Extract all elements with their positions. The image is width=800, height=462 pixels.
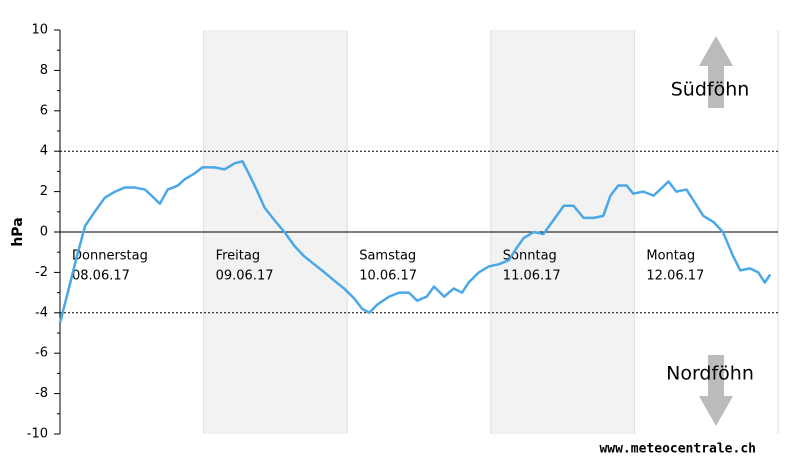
y-axis-label: hPa — [10, 217, 26, 246]
day-weekday: Freitag — [216, 249, 261, 264]
y-tick-label: -4 — [35, 305, 48, 320]
y-tick-label: 2 — [40, 184, 48, 199]
up-arrow — [699, 36, 733, 108]
series-line — [58, 160, 772, 324]
y-tick-label: -6 — [35, 346, 48, 361]
day-weekday: Montag — [646, 249, 695, 264]
y-tick-label: -10 — [27, 427, 48, 442]
y-tick-label: 6 — [40, 103, 48, 118]
upper-annotation: Südföhn — [671, 79, 750, 101]
day-weekday: Donnerstag — [72, 249, 148, 264]
down-arrow — [699, 355, 733, 426]
day-date: 08.06.17 — [72, 269, 130, 284]
y-tick-label: -8 — [35, 386, 48, 401]
y-tick-label: 4 — [40, 144, 48, 159]
y-tick-label: 8 — [40, 63, 48, 78]
day-date: 09.06.17 — [216, 269, 274, 284]
y-tick-label: -2 — [35, 265, 48, 280]
day-date: 12.06.17 — [646, 269, 704, 284]
y-tick-label: 0 — [40, 225, 48, 240]
lower-annotation: Nordföhn — [666, 363, 754, 385]
y-tick-label: 10 — [31, 23, 48, 38]
day-date: 11.06.17 — [503, 269, 561, 284]
day-weekday: Samstag — [359, 249, 416, 264]
day-date: 10.06.17 — [359, 269, 417, 284]
day-weekday: Sonntag — [503, 249, 557, 264]
source: www.meteocentrale.ch — [599, 442, 756, 457]
